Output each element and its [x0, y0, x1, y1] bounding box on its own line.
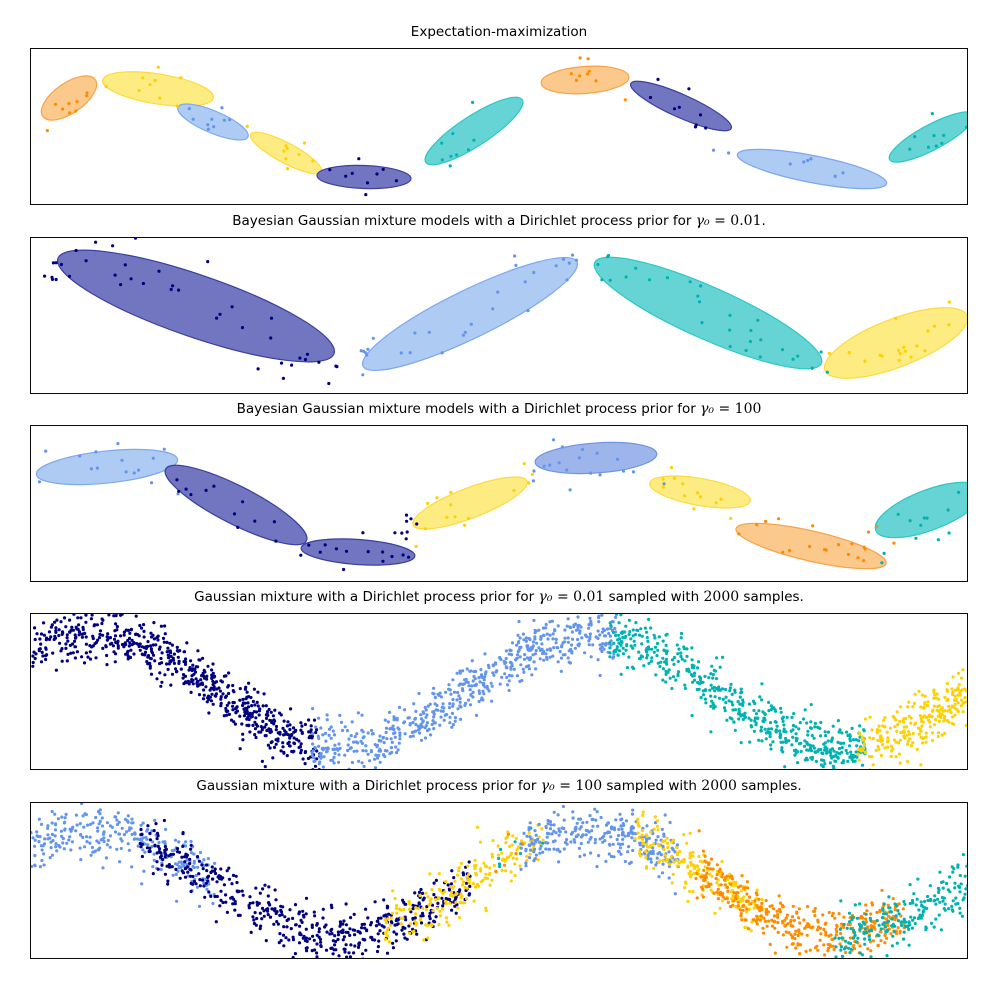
title-segment: Gaussian mixture with a Dirichlet proces… — [196, 778, 541, 794]
scatter-cluster-gold — [633, 810, 765, 933]
plot-area-sampled-gamma-001 — [30, 613, 968, 770]
scatter-cluster-cyan — [440, 100, 476, 168]
gaussian-ellipse-navy — [56, 249, 336, 363]
title-math-gamma: γ₀ — [538, 589, 553, 605]
gaussian-ellipse-gold — [649, 475, 751, 509]
gaussian-ellipse-gold — [102, 71, 214, 107]
gaussian-ellipse-cornflowerblue2 — [534, 441, 658, 475]
plot-title-bgmm-gamma-001: Bayesian Gaussian mixture models with a … — [30, 211, 968, 231]
scatter-cluster-cornflowerblue — [310, 614, 618, 769]
scatter-ellipse-layer — [40, 56, 967, 197]
title-math-samples: 2000 — [701, 778, 737, 794]
title-segment: Gaussian mixture with a Dirichlet proces… — [194, 589, 539, 605]
gaussian-ellipse-cyan — [888, 111, 967, 163]
scatter-cluster-darkorange — [494, 832, 538, 873]
scatter-layer — [31, 614, 967, 769]
plot-title-sampled-gamma-100: Gaussian mixture with a Dirichlet proces… — [30, 776, 968, 796]
gaussian-ellipse-navy — [300, 538, 416, 566]
plot-area-sampled-gamma-100 — [30, 802, 968, 959]
gaussian-ellipse-navy — [316, 164, 412, 190]
gaussian-ellipse-cyan — [424, 96, 524, 166]
scatter-cluster-cyan — [608, 614, 867, 769]
plot-area-bgmm-gamma-001 — [30, 237, 968, 394]
plot-area-bgmm-gamma-100 — [30, 425, 968, 582]
scatter-cluster-darkorange — [694, 829, 907, 958]
title-segment: sampled with — [604, 589, 704, 605]
gaussian-ellipse-navy — [164, 464, 308, 546]
scatter-ellipse-layer — [35, 438, 967, 572]
scatter-cluster-cornflowerblue — [519, 804, 680, 896]
title-math-value: = 0.01 — [709, 213, 762, 229]
scatter-layer — [31, 803, 967, 958]
scatter-cluster-gold — [856, 668, 967, 769]
scatter-cluster-darkorange — [45, 91, 89, 133]
scatter-cluster-navy — [138, 818, 472, 958]
scatter-cluster-navy — [31, 614, 322, 769]
scatter-cluster-gold — [661, 465, 733, 521]
plot-title-sampled-gamma-001: Gaussian mixture with a Dirichlet proces… — [30, 587, 968, 607]
gaussian-ellipse-gold — [249, 131, 323, 175]
title-math-gamma: γ₀ — [695, 213, 710, 229]
title-segment: Bayesian Gaussian mixture models with a … — [232, 213, 696, 229]
title-math-gamma: γ₀ — [700, 401, 715, 417]
gaussian-ellipse-gold — [412, 476, 528, 530]
gaussian-ellipse-navy — [629, 80, 733, 132]
title-segment: Bayesian Gaussian mixture models with a … — [236, 401, 701, 417]
title-math-value: = 0.01 — [552, 589, 605, 605]
scatter-cluster-gold — [383, 823, 545, 944]
gaussian-ellipse-cornflowerblue — [177, 103, 249, 141]
title-segment: Expectation-maximization — [410, 24, 588, 40]
scatter-ellipse-layer — [43, 238, 967, 386]
gaussian-ellipse-darkorange — [40, 75, 98, 121]
title-segment: sampled with — [602, 778, 702, 794]
scatter-cluster-gold — [827, 300, 951, 363]
gaussian-ellipse-gold — [823, 307, 967, 379]
scatter-cluster-cyan — [833, 853, 967, 958]
title-math-value: = 100 — [554, 778, 603, 794]
title-math-value: = 100 — [714, 401, 762, 417]
plot-title-expectation-maximization: Expectation-maximization — [30, 22, 968, 42]
gaussian-ellipse-cyan — [874, 481, 967, 539]
title-math-samples: 2000 — [703, 589, 740, 605]
gaussian-ellipse-darkorange — [540, 65, 630, 95]
title-math-gamma: γ₀ — [540, 778, 555, 794]
gaussian-ellipse-cornflowerblue — [361, 256, 579, 372]
gaussian-ellipse-cyan — [593, 256, 823, 370]
plot-title-bgmm-gamma-100: Bayesian Gaussian mixture models with a … — [30, 399, 968, 419]
title-segment: . — [761, 213, 766, 229]
plot-area-expectation-maximization — [30, 48, 968, 205]
title-segment: samples. — [739, 589, 804, 605]
gaussian-ellipse-cornflowerblue — [35, 448, 179, 486]
scatter-cluster-cornflowerblue — [359, 253, 579, 377]
title-segment: samples. — [736, 778, 802, 794]
gaussian-ellipse-cornflowerblue — [736, 148, 888, 190]
